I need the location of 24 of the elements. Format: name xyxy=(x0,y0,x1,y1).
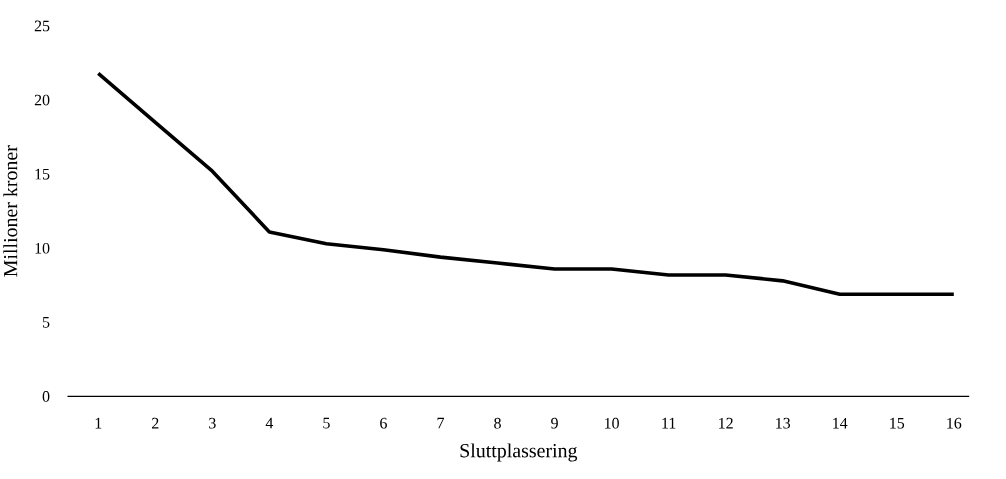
x-tick-label: 7 xyxy=(437,417,445,429)
y-axis-title: Millioner kroner xyxy=(3,145,18,277)
x-tick-label: 2 xyxy=(152,417,159,429)
y-tick-label: 25 xyxy=(34,20,50,32)
x-tick-label: 5 xyxy=(323,417,330,429)
x-tick-label: 9 xyxy=(551,417,558,429)
x-axis-title: Sluttplassering xyxy=(460,443,578,462)
x-tick-label: 15 xyxy=(890,417,905,429)
x-tick-label: 6 xyxy=(380,417,387,429)
x-tick-label: 13 xyxy=(776,417,791,429)
x-tick-label: 8 xyxy=(494,417,501,429)
y-tick-label: 15 xyxy=(35,168,50,180)
x-tick-label: 3 xyxy=(209,417,216,429)
x-tick-label: 10 xyxy=(605,417,619,429)
y-tick-label: 0 xyxy=(42,390,50,402)
y-tick-label: 20 xyxy=(34,94,50,106)
x-tick-label: 1 xyxy=(95,417,102,429)
x-tick-label: 14 xyxy=(833,417,848,429)
x-tick-label: 11 xyxy=(662,417,676,429)
y-tick-label: 10 xyxy=(35,242,50,254)
y-tick-label: 5 xyxy=(42,316,50,328)
x-tick-label: 16 xyxy=(947,417,962,429)
x-tick-label: 12 xyxy=(719,417,733,429)
x-tick-label: 4 xyxy=(265,417,274,429)
